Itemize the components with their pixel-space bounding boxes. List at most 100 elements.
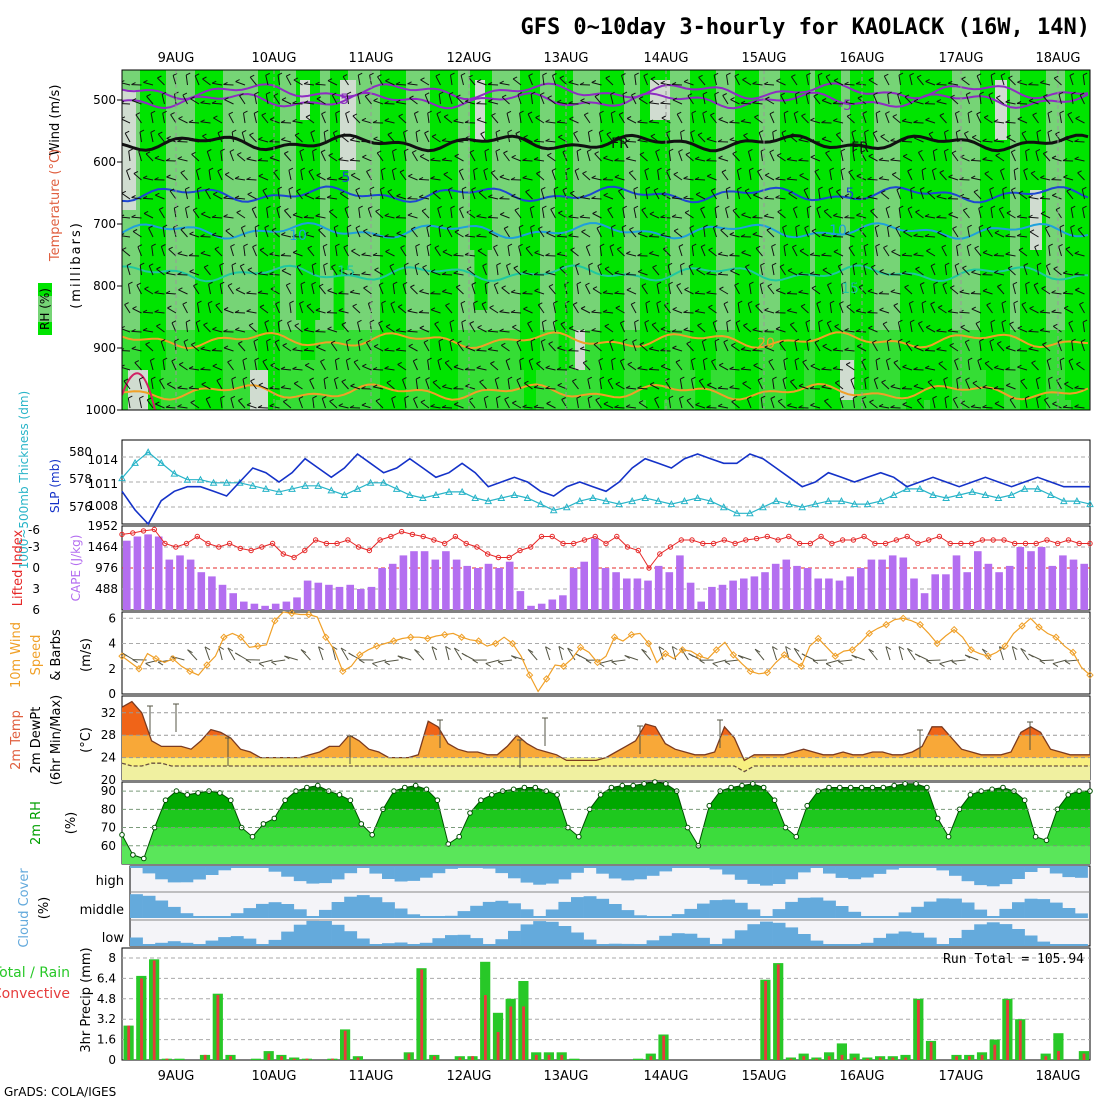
upper-wind-barb <box>729 139 740 143</box>
upper-wind-barb-flag <box>699 378 704 382</box>
upper-wind-barb <box>1006 384 1016 390</box>
upper-wind-barb <box>201 383 211 390</box>
cloud-bar <box>344 896 358 918</box>
upper-wind-barb <box>698 380 706 390</box>
upper-wind-barb-flag <box>591 195 596 199</box>
y-tick-label: 2 <box>108 662 116 676</box>
upper-wind-barb-flag <box>418 176 424 180</box>
upper-wind-barb-flag <box>346 338 351 342</box>
upper-wind-barb-flag <box>400 245 405 249</box>
upper-wind-barb-flag <box>823 208 829 212</box>
cloud-bar <box>419 942 433 946</box>
upper-wind-barb-flag <box>533 404 539 408</box>
upper-wind-barb-flag <box>494 376 500 380</box>
upper-wind-barb-flag <box>897 91 902 95</box>
upper-wind-barb <box>539 94 545 105</box>
wind10-barb-flag <box>235 652 241 657</box>
upper-wind-barb <box>619 322 625 333</box>
wind10-point <box>220 633 228 641</box>
upper-wind-barb <box>579 330 591 333</box>
upper-wind-barb-flag <box>679 395 684 399</box>
upper-wind-barb <box>568 235 579 238</box>
upper-wind-barb <box>695 193 706 200</box>
upper-wind-barb <box>1034 246 1039 257</box>
upper-wind-barb <box>956 246 959 257</box>
upper-wind-barb-flag <box>257 271 263 275</box>
upper-wind-barb-flag <box>1028 214 1033 218</box>
cloud-bar <box>306 920 320 946</box>
upper-wind-barb <box>190 98 200 105</box>
upper-wind-barb <box>1059 227 1062 238</box>
upper-wind-barb <box>138 379 142 390</box>
upper-wind-barb <box>349 273 361 276</box>
upper-wind-barb <box>691 379 694 390</box>
upper-wind-barb-flag <box>219 281 225 285</box>
upper-wind-barb <box>522 293 533 295</box>
upper-wind-barb-flag <box>335 110 340 114</box>
upper-wind-barb-flag <box>177 139 182 142</box>
upper-wind-barb-flag <box>593 341 599 345</box>
li-point <box>388 533 394 540</box>
upper-wind-barb-flag <box>887 338 892 342</box>
upper-wind-barb-flag <box>752 347 757 351</box>
upper-wind-barb-flag <box>122 247 127 251</box>
upper-wind-barb <box>212 82 223 86</box>
upper-wind-barb-flag <box>740 234 746 238</box>
bottom-date-label: 18AUG <box>1035 1069 1080 1084</box>
upper-wind-barb <box>357 94 361 105</box>
cloud-bar <box>974 924 988 946</box>
upper-wind-barb-flag <box>1064 381 1069 385</box>
cloud-bar <box>558 901 572 918</box>
upper-wind-barb <box>982 252 993 257</box>
wind10-barb <box>812 659 828 661</box>
upper-wind-barb <box>978 208 982 219</box>
upper-wind-barb-flag <box>970 291 976 294</box>
upper-wind-barb-flag <box>1053 323 1058 327</box>
rh2m-point <box>282 797 288 804</box>
upper-wind-barb-flag <box>332 92 337 96</box>
precip-conv-bar <box>407 1053 411 1060</box>
upper-wind-barb-flag <box>304 362 310 366</box>
upper-wind-barb <box>637 271 648 276</box>
upper-wind-barb <box>309 379 315 390</box>
temperature-contours <box>122 82 1089 410</box>
upper-wind-barb <box>638 98 648 105</box>
wind10-point <box>1086 671 1094 679</box>
upper-wind-barb-flag <box>339 268 344 272</box>
rh2m-point <box>869 784 876 791</box>
upper-wind-barb <box>711 361 717 371</box>
upper-wind-barb-flag <box>855 81 861 85</box>
upper-wind-barb-flag <box>546 401 551 404</box>
upper-wind-barb <box>479 381 487 390</box>
upper-wind-barb-flag <box>869 399 874 403</box>
cloud-bar <box>281 931 295 946</box>
upper-wind-barb-flag <box>142 195 148 199</box>
upper-wind-barb-flag <box>821 232 826 236</box>
upper-wind-barb <box>890 407 901 409</box>
ylabel-temp2m-2: 2m DewPt <box>29 707 44 774</box>
upper-wind-barb <box>626 289 637 295</box>
cape-bar <box>1069 559 1078 610</box>
upper-wind-barb <box>269 253 280 257</box>
upper-wind-barb <box>236 154 246 162</box>
upper-wind-barb <box>947 330 959 333</box>
upper-wind-barb-flag <box>1040 175 1045 179</box>
upper-wind-barb <box>303 349 315 352</box>
upper-wind-barb <box>610 113 614 124</box>
upper-wind-barb-flag <box>150 129 156 133</box>
upper-wind-barb <box>665 132 671 143</box>
wind10-point <box>1018 622 1026 630</box>
upper-wind-barb-flag <box>768 358 774 362</box>
upper-wind-barb-flag <box>979 91 984 95</box>
upper-wind-barb-flag <box>626 116 632 119</box>
upper-wind-barb <box>851 284 855 295</box>
upper-wind-barb <box>782 379 786 390</box>
upper-wind-barb <box>312 398 315 409</box>
cape-bar <box>484 563 493 610</box>
upper-wind-barb-flag <box>322 396 327 399</box>
upper-wind-barb-flag <box>189 231 194 235</box>
upper-wind-barb-flag <box>303 100 309 104</box>
upper-wind-barb-flag <box>942 282 948 286</box>
upper-wind-barb <box>993 255 1005 257</box>
upper-wind-barb <box>913 100 924 105</box>
